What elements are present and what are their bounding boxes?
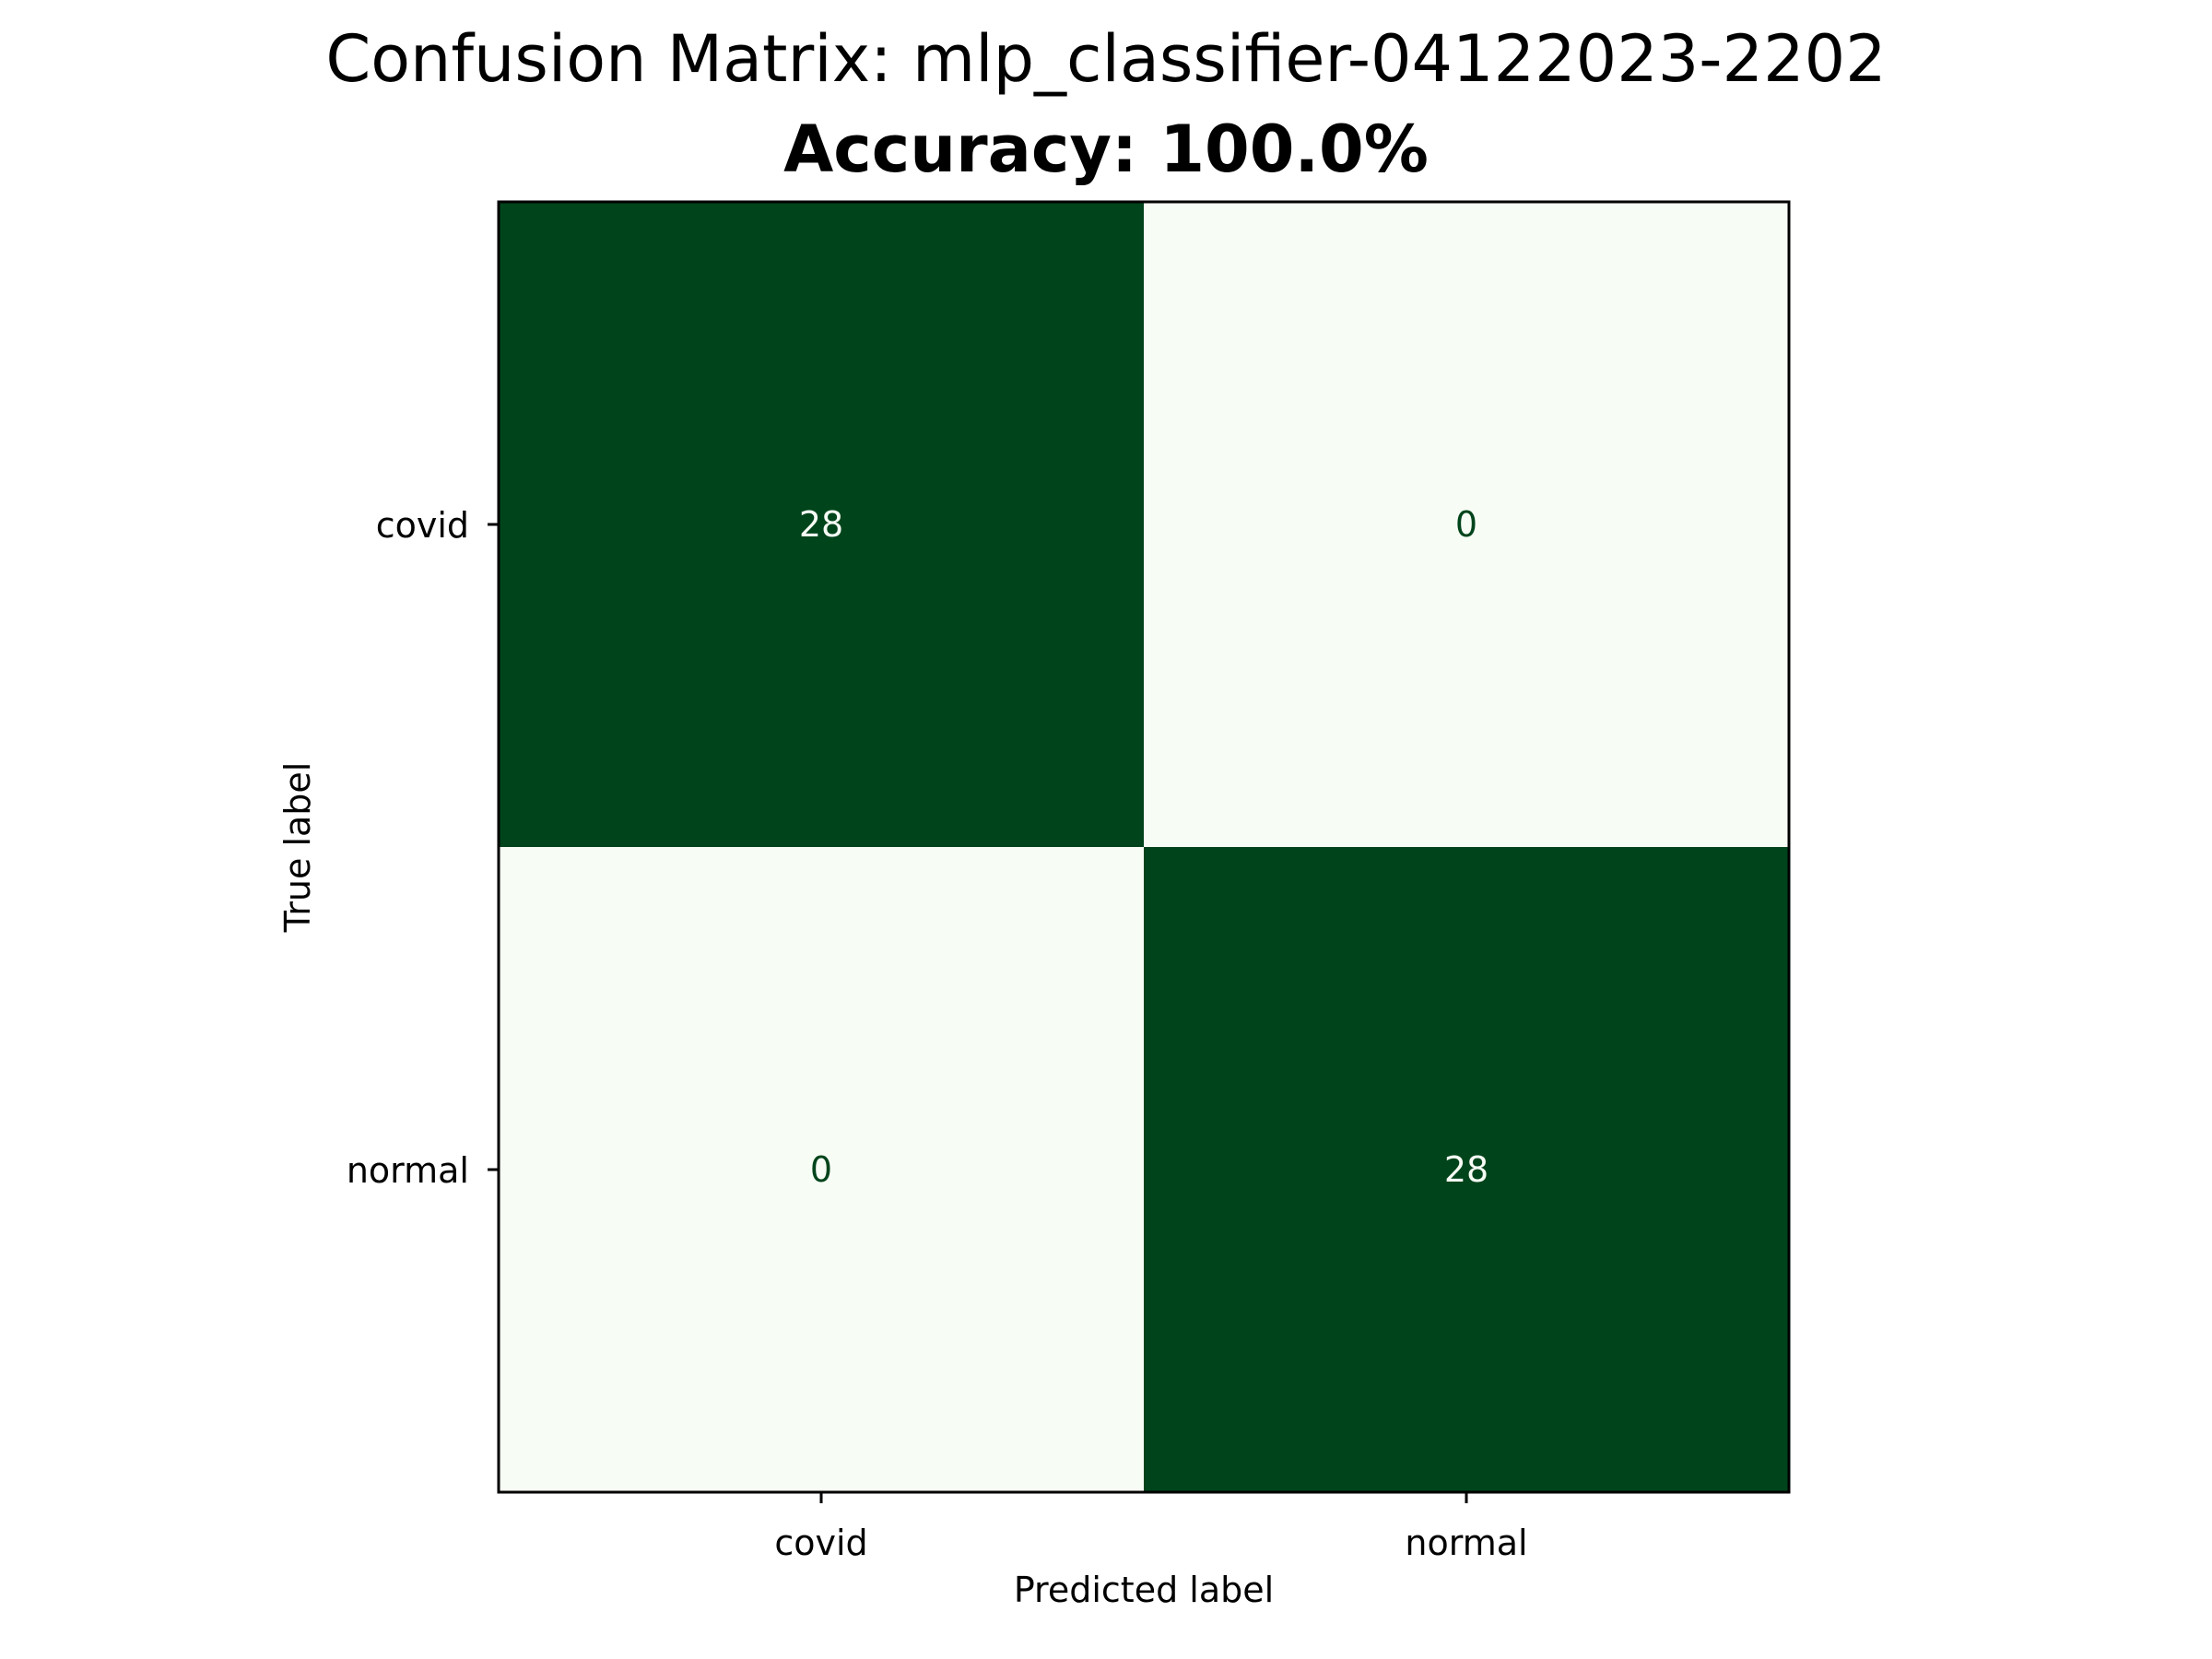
cell-value-covid-covid: 28	[799, 504, 843, 545]
chart-title: Confusion Matrix: mlp_classifier-0412202…	[325, 21, 1886, 97]
chart-subtitle: Accuracy: 100.0%	[783, 112, 1429, 187]
matrix-cells	[499, 202, 1789, 1492]
cell-value-normal-covid: 0	[810, 1149, 832, 1190]
matrix-cell-covid-covid	[499, 202, 1144, 847]
y-tick-label-normal: normal	[347, 1150, 469, 1191]
cell-value-normal-normal: 28	[1444, 1149, 1488, 1190]
matrix-cell-normal-covid	[499, 847, 1144, 1492]
y-axis-ticks: covid normal	[347, 505, 499, 1191]
cell-value-covid-normal: 0	[1455, 504, 1477, 545]
x-tick-label-normal: normal	[1405, 1523, 1527, 1563]
x-tick-label-covid: covid	[774, 1523, 867, 1563]
plot-frame	[497, 200, 1791, 1494]
y-tick-label-covid: covid	[376, 505, 469, 546]
matrix-cell-labels: 28 0 0 28	[799, 504, 1488, 1190]
x-axis-ticks: covid normal	[774, 1492, 1528, 1563]
x-axis-label: Predicted label	[1014, 1570, 1274, 1610]
matrix-cell-normal-normal	[1144, 847, 1789, 1492]
matrix-cell-covid-normal	[1144, 202, 1789, 847]
y-axis-label: True label	[277, 762, 318, 934]
